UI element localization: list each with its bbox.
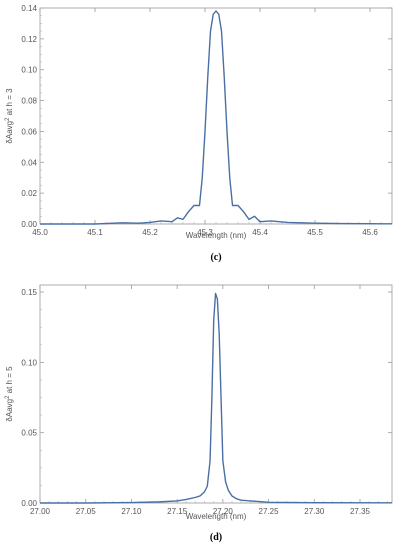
x-tick-label: 45.3 xyxy=(197,228,213,237)
y-tick-label: 0.10 xyxy=(21,66,37,75)
y-tick-label: 0.00 xyxy=(21,220,37,229)
y-tick-label: 0.04 xyxy=(21,158,37,167)
x-tick-label: 27.25 xyxy=(259,507,280,516)
y-axis-label-main: δAavg xyxy=(5,399,14,422)
panel-caption: (c) xyxy=(210,252,221,263)
y-tick-label: 0.15 xyxy=(21,288,37,297)
panel-caption: (d) xyxy=(210,532,222,543)
x-tick-label: 27.15 xyxy=(167,507,188,516)
y-axis-label-suffix: at h = 3 xyxy=(5,88,14,118)
y-tick-label: 0.10 xyxy=(21,358,37,367)
x-axis-label: Wavelength (nm) xyxy=(186,231,247,240)
x-axis-label: Wavelength (nm) xyxy=(186,512,247,521)
x-tick-label: 27.20 xyxy=(213,507,234,516)
series-line-0 xyxy=(40,292,393,504)
x-tick-label: 45.1 xyxy=(87,228,103,237)
x-tick-label: 45.2 xyxy=(142,228,158,237)
chart-panel-1: 27.00 27.05 27.10 27.15 27.20 27.25 27.30 27.35… xyxy=(5,284,393,543)
x-tick-label: 27.00 xyxy=(30,507,51,516)
x-tick-label: 27.30 xyxy=(304,507,325,516)
y-axis-label-suffix: at h = 5 xyxy=(5,366,14,396)
x-tick-label: 27.05 xyxy=(76,507,97,516)
chart-panel-0: 45.0 45.1 45.2 45.3 45.4 45.5 45.6 0.00 0.02 0.04… xyxy=(5,4,393,263)
y-tick-label: 0.02 xyxy=(21,189,37,198)
x-tick-label: 27.10 xyxy=(121,507,142,516)
x-tick-label: 45.5 xyxy=(307,228,323,237)
plot-frame xyxy=(39,7,393,225)
x-tick-label: 27.35 xyxy=(350,507,371,516)
y-axis-label-sup: 2 xyxy=(5,395,11,399)
y-axis-label: δAavg2 at h = 5 xyxy=(5,366,14,422)
x-tick-label: 45.4 xyxy=(252,228,268,237)
y-tick-label: 0.05 xyxy=(21,429,37,438)
y-tick-label: 0.08 xyxy=(21,97,37,106)
x-tick-label: 45.6 xyxy=(362,228,378,237)
y-tick-label: 0.14 xyxy=(21,4,37,13)
y-axis-label-sup: 2 xyxy=(5,117,11,121)
y-tick-label: 0.12 xyxy=(21,35,37,44)
y-tick-label: 0.06 xyxy=(21,127,37,136)
series-line-0 xyxy=(40,10,393,225)
y-tick-label: 0.00 xyxy=(21,499,37,508)
y-axis-label-main: δAavg xyxy=(5,121,14,144)
y-axis-label: δAavg2 at h = 3 xyxy=(5,88,14,144)
plot-frame xyxy=(39,284,393,504)
x-tick-label: 45.0 xyxy=(32,228,48,237)
